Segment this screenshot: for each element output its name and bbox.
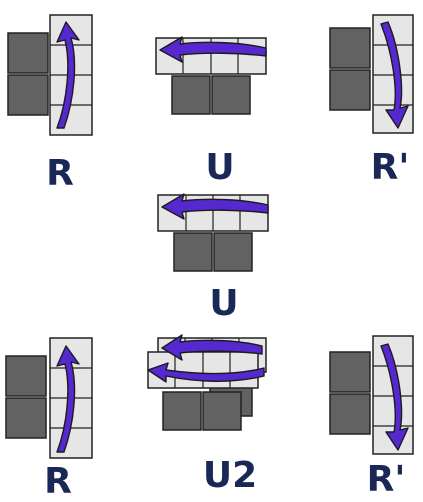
dark-block: [329, 69, 371, 111]
move-label-u: U: [209, 283, 239, 324]
move-label-r-prime: R': [366, 459, 406, 500]
dark-block: [202, 391, 242, 431]
dark-block: [329, 351, 371, 393]
move-u2-illustration: [147, 334, 267, 431]
move-label-u2: U2: [202, 455, 258, 496]
move-label-r-prime: R': [370, 147, 410, 188]
dark-block: [162, 391, 202, 431]
move-u-illustration: [157, 193, 269, 272]
move-r-prime-illustration: [329, 14, 414, 134]
move-r-illustration: [7, 14, 93, 136]
move-label-u: U: [205, 147, 235, 188]
arrow-left-icon: [161, 334, 263, 361]
move-r-illustration: [5, 337, 93, 459]
move-label-r: R: [46, 153, 74, 194]
move-r-prime-illustration: [329, 335, 414, 455]
dark-block: [7, 74, 49, 116]
arrow-up-icon: [56, 345, 80, 453]
move-label-r: R: [44, 461, 72, 502]
dark-block: [329, 393, 371, 435]
arrow-up-icon: [56, 21, 80, 129]
arrow-down-icon: [380, 343, 409, 451]
dark-block: [7, 32, 49, 74]
dark-block: [5, 355, 47, 397]
arrow-left-icon: [147, 362, 265, 383]
arrow-left-icon: [161, 193, 269, 220]
dark-block: [329, 27, 371, 69]
dark-block: [213, 232, 253, 272]
arrow-left-icon: [159, 36, 267, 63]
dark-block: [5, 397, 47, 439]
dark-block: [211, 75, 251, 115]
dark-block: [173, 232, 213, 272]
arrow-down-icon: [380, 21, 409, 129]
dark-block: [171, 75, 211, 115]
move-u-illustration: [155, 36, 267, 115]
